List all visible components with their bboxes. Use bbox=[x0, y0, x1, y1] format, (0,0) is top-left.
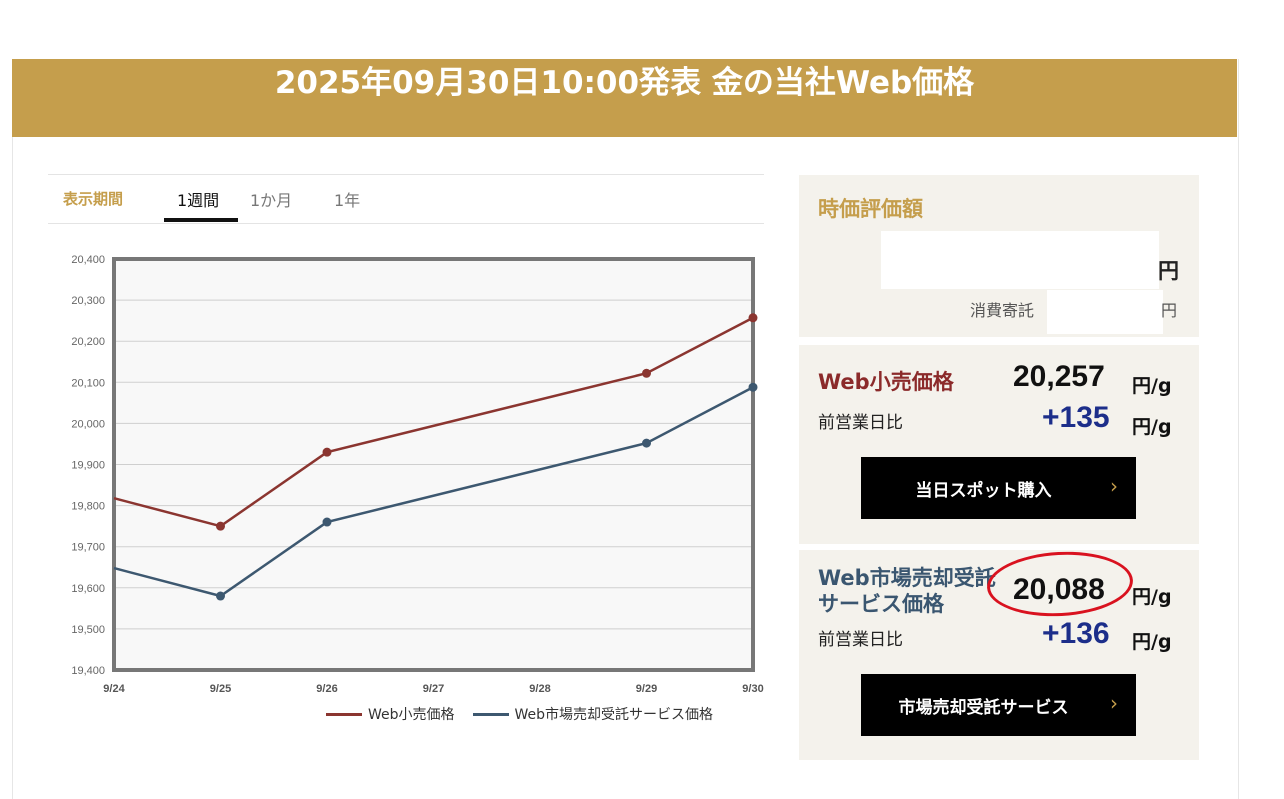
legend-label-market: Web市場売却受託サービス価格 bbox=[514, 707, 714, 723]
market-price: 20,088 bbox=[1013, 573, 1105, 606]
y-tick-label: 20,100 bbox=[71, 377, 105, 389]
chevron-right-icon: › bbox=[1110, 691, 1118, 715]
market-panel: Web市場売却受託 サービス価格 20,088 円/g 前営業日比 +136 円… bbox=[799, 550, 1199, 760]
x-tick-label: 9/29 bbox=[636, 683, 657, 695]
valuation-mask bbox=[881, 231, 1159, 289]
data-point bbox=[216, 591, 225, 601]
spot-purchase-button[interactable]: 当日スポット購入 › bbox=[861, 457, 1136, 519]
data-point bbox=[642, 438, 651, 448]
valuation-title: 時価評価額 bbox=[818, 197, 923, 221]
retail-price: 20,257 bbox=[1013, 360, 1105, 393]
plot-border bbox=[112, 257, 755, 672]
tab-1-month[interactable]: 1か月 bbox=[250, 191, 293, 210]
x-tick-label: 9/25 bbox=[210, 683, 231, 695]
y-tick-label: 20,300 bbox=[71, 295, 105, 307]
valuation-yen: 円 bbox=[1158, 259, 1179, 283]
x-tick-label: 9/24 bbox=[103, 683, 125, 695]
legend-label-retail: Web小売価格 bbox=[368, 707, 455, 723]
active-tab-indicator bbox=[164, 218, 238, 222]
consignment-yen: 円 bbox=[1161, 301, 1178, 320]
price-chart: 20,400 20,300 20,200 20,100 20,000 19,900 19,8… bbox=[71, 254, 763, 695]
data-point bbox=[642, 368, 651, 378]
consignment-mask bbox=[1047, 290, 1163, 334]
y-tick-label: 20,000 bbox=[71, 418, 105, 430]
data-point bbox=[748, 382, 758, 392]
chart-legend: Web小売価格 Web市場売却受託サービス価格 bbox=[326, 704, 731, 724]
retail-diff: +135 bbox=[1042, 401, 1110, 434]
market-sale-button[interactable]: 市場売却受託サービス › bbox=[861, 674, 1136, 736]
retail-title: Web小売価格 bbox=[818, 370, 954, 394]
market-diff-unit: 円/g bbox=[1132, 631, 1172, 653]
tab-1-year[interactable]: 1年 bbox=[334, 191, 361, 210]
consignment-label: 消費寄託 bbox=[970, 301, 1035, 320]
y-tick-label: 19,700 bbox=[71, 542, 105, 554]
legend-item-market: Web市場売却受託サービス価格 bbox=[472, 704, 714, 724]
market-diff-label: 前営業日比 bbox=[818, 630, 903, 650]
data-point bbox=[748, 313, 758, 323]
market-title-line1: Web市場売却受託 bbox=[818, 566, 996, 590]
y-tick-label: 20,400 bbox=[71, 254, 105, 266]
retail-diff-unit: 円/g bbox=[1132, 416, 1172, 438]
y-tick-label: 19,600 bbox=[71, 583, 105, 595]
page-title: 2025年09月30日10:00発表 金の当社Web価格 bbox=[274, 65, 975, 101]
y-tick-label: 19,400 bbox=[71, 665, 105, 677]
y-tick-label: 19,800 bbox=[71, 501, 105, 513]
retail-panel: Web小売価格 20,257 円/g 前営業日比 +135 円/g 当日スポット… bbox=[799, 345, 1199, 544]
legend-swatch-market bbox=[472, 712, 509, 716]
data-point bbox=[322, 517, 332, 527]
x-tick-label: 9/26 bbox=[316, 683, 337, 695]
market-title: Web市場売却受託 サービス価格 bbox=[818, 565, 996, 617]
page-header: 2025年09月30日10:00発表 金の当社Web価格 bbox=[12, 59, 1237, 137]
legend-item-retail: Web小売価格 bbox=[326, 704, 455, 724]
market-diff: +136 bbox=[1042, 617, 1110, 650]
period-label: 表示期間 bbox=[63, 190, 124, 208]
y-tick-label: 20,200 bbox=[71, 336, 105, 348]
market-sale-label: 市場売却受託サービス bbox=[898, 698, 1069, 718]
x-tick-label: 9/27 bbox=[423, 683, 444, 695]
retail-diff-label: 前営業日比 bbox=[818, 413, 903, 433]
tab-1-week[interactable]: 1週間 bbox=[177, 191, 220, 210]
y-tick-label: 19,900 bbox=[71, 460, 105, 472]
period-tabs: 表示期間 1週間 1か月 1年 bbox=[48, 174, 764, 224]
data-point bbox=[216, 521, 225, 531]
y-tick-label: 19,500 bbox=[71, 624, 105, 636]
x-tick-label: 9/28 bbox=[529, 683, 550, 695]
legend-swatch-retail bbox=[326, 712, 362, 716]
data-point bbox=[322, 447, 332, 457]
spot-purchase-label: 当日スポット購入 bbox=[915, 481, 1052, 501]
valuation-panel: 時価評価額 円 消費寄託 円 bbox=[799, 175, 1199, 337]
market-unit: 円/g bbox=[1132, 586, 1172, 608]
chevron-right-icon: › bbox=[1110, 474, 1118, 498]
retail-unit: 円/g bbox=[1132, 375, 1172, 397]
market-title-line2: サービス価格 bbox=[818, 592, 944, 616]
x-tick-label: 9/30 bbox=[742, 683, 763, 695]
